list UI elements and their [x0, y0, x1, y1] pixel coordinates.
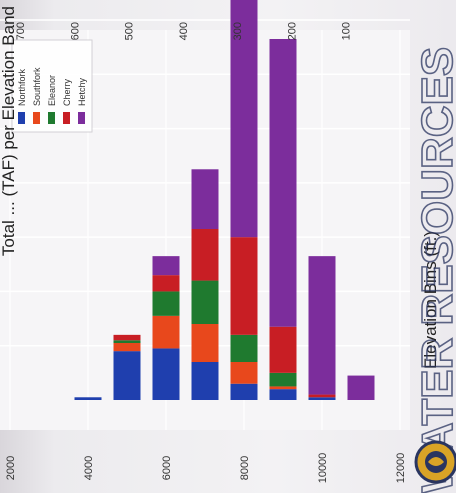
y-tick-label: 500 — [124, 22, 136, 40]
bar-segment — [269, 372, 297, 387]
legend-swatch — [78, 112, 85, 124]
bar-segment — [191, 324, 219, 362]
bar-segment — [269, 39, 297, 327]
bar-segment — [152, 275, 180, 292]
x-tick-label: 4000 — [83, 456, 95, 480]
bar-segment — [191, 280, 219, 324]
bar-segment — [230, 362, 258, 384]
water-resources-logo — [414, 440, 456, 484]
x-axis-label: Elevation Bins (ft.) — [421, 231, 440, 369]
bar-segment — [152, 256, 180, 276]
bar-stacks — [74, 0, 375, 400]
bar-segment — [191, 169, 219, 229]
watermark-text: WATER RESOURCES — [413, 47, 456, 493]
bar-segment — [230, 237, 258, 335]
bar-segment — [113, 343, 141, 352]
bar-segment — [308, 394, 336, 398]
legend-swatch — [48, 112, 55, 124]
y-tick-label: 300 — [232, 22, 244, 40]
x-tick-label: 12000 — [395, 453, 407, 484]
legend-label: Eleanor — [47, 75, 57, 106]
legend-label: Hetchy — [77, 77, 87, 106]
bar-segment — [113, 334, 141, 341]
x-tick-label: 2000 — [5, 456, 17, 480]
bar-segment — [230, 0, 258, 238]
y-tick-label: 600 — [69, 22, 81, 40]
bar-segment — [269, 326, 297, 373]
bar-segment — [230, 334, 258, 362]
bar-segment — [152, 348, 180, 400]
legend-swatch — [33, 112, 40, 124]
legend-swatch — [18, 112, 25, 124]
bar-segment — [113, 340, 141, 343]
legend-label: Southfork — [32, 67, 42, 106]
y-axis-ticks: 100 200 300 400 500 600 700 — [15, 22, 353, 40]
legend: Northfork Southfork Eleanor Cherry Hetchy — [11, 39, 93, 133]
x-tick-label: 6000 — [161, 456, 173, 480]
chart-title: Total ... (TAF) per Elevation Band — [0, 6, 18, 256]
bar-segment — [308, 397, 336, 400]
bar-segment — [269, 389, 297, 400]
bar-segment — [191, 229, 219, 281]
x-axis-ticks: 2000 4000 6000 8000 10000 12000 — [5, 453, 407, 484]
bar-segment — [269, 386, 297, 390]
bar-segment — [191, 362, 219, 400]
y-tick-label: 200 — [286, 22, 298, 40]
x-tick-label: 10000 — [317, 453, 329, 484]
legend-swatch — [63, 112, 70, 124]
bar-segment — [347, 375, 375, 400]
bar-segment — [230, 383, 258, 400]
legend-label: Cherry — [62, 78, 72, 106]
y-tick-label: 400 — [178, 22, 190, 40]
y-tick-label: 700 — [15, 22, 27, 40]
bar-segment — [113, 351, 141, 400]
bar-segment — [308, 256, 336, 395]
bar-segment — [74, 397, 102, 400]
legend-label: Northfork — [17, 68, 27, 106]
bar-segment — [152, 315, 180, 349]
bar-segment — [152, 291, 180, 316]
x-tick-label: 8000 — [239, 456, 251, 480]
y-tick-label: 100 — [341, 22, 353, 40]
